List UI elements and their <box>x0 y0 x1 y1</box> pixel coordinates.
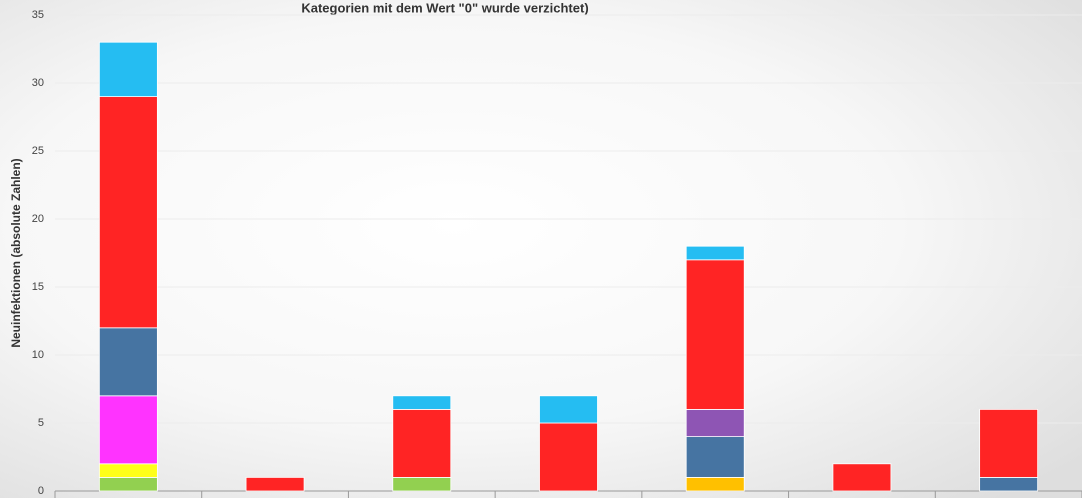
chart-title: Kategorien mit dem Wert "0" wurde verzic… <box>301 0 588 15</box>
bar-segment <box>392 395 452 410</box>
y-tick-label: 0 <box>38 485 44 497</box>
y-tick-label: 15 <box>32 281 44 293</box>
bar-segment <box>539 422 598 492</box>
bar-segment <box>979 408 1039 478</box>
y-axis-label: Neuinfektionen (absolute Zahlen) <box>9 158 23 347</box>
bar-segment <box>685 259 745 410</box>
bar-segment <box>685 476 745 492</box>
bar-segment <box>979 476 1039 492</box>
y-tick-label: 5 <box>38 417 44 429</box>
bar-segment <box>98 327 158 397</box>
bar-segment <box>392 476 452 492</box>
y-tick-label: 25 <box>32 145 44 157</box>
bar-segment <box>245 476 305 492</box>
y-tick-label: 10 <box>32 349 44 361</box>
y-tick-label: 20 <box>32 213 44 225</box>
bar-segment <box>98 41 158 98</box>
bar-segment <box>98 395 158 465</box>
y-tick-label: 35 <box>32 9 44 21</box>
bar-segment <box>392 408 452 478</box>
y-tick-label: 30 <box>32 77 44 89</box>
bar-segment <box>685 408 745 437</box>
bar-segment <box>98 463 158 478</box>
bar-segment <box>98 96 158 329</box>
bar-segment <box>539 395 598 424</box>
bar-segment <box>98 476 158 492</box>
bar-segment <box>832 463 892 492</box>
bar-segment <box>685 245 745 261</box>
bar-segment <box>685 436 745 478</box>
